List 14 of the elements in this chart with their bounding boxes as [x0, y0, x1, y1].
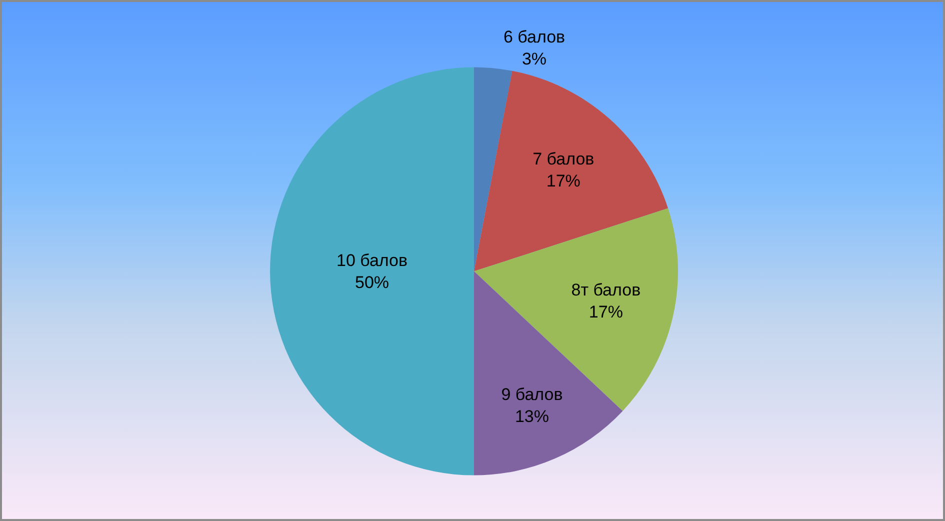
- pie-slice: [270, 67, 474, 476]
- data-label: 17%: [588, 302, 623, 322]
- pie-slice: [474, 208, 678, 411]
- data-label: 17%: [546, 171, 580, 190]
- data-label: 50%: [354, 272, 390, 292]
- data-label: 3%: [522, 49, 547, 68]
- slice-label: 6 балов: [503, 27, 566, 46]
- slice-label: 9 балов: [501, 384, 563, 404]
- pie-slice: [474, 67, 512, 272]
- slice-label: 8т балов: [571, 280, 641, 300]
- slice-label: 10 балов: [336, 250, 408, 270]
- pie-slice: [474, 70, 668, 272]
- data-label: 13%: [514, 406, 550, 426]
- slice-label: 7 балов: [532, 149, 594, 168]
